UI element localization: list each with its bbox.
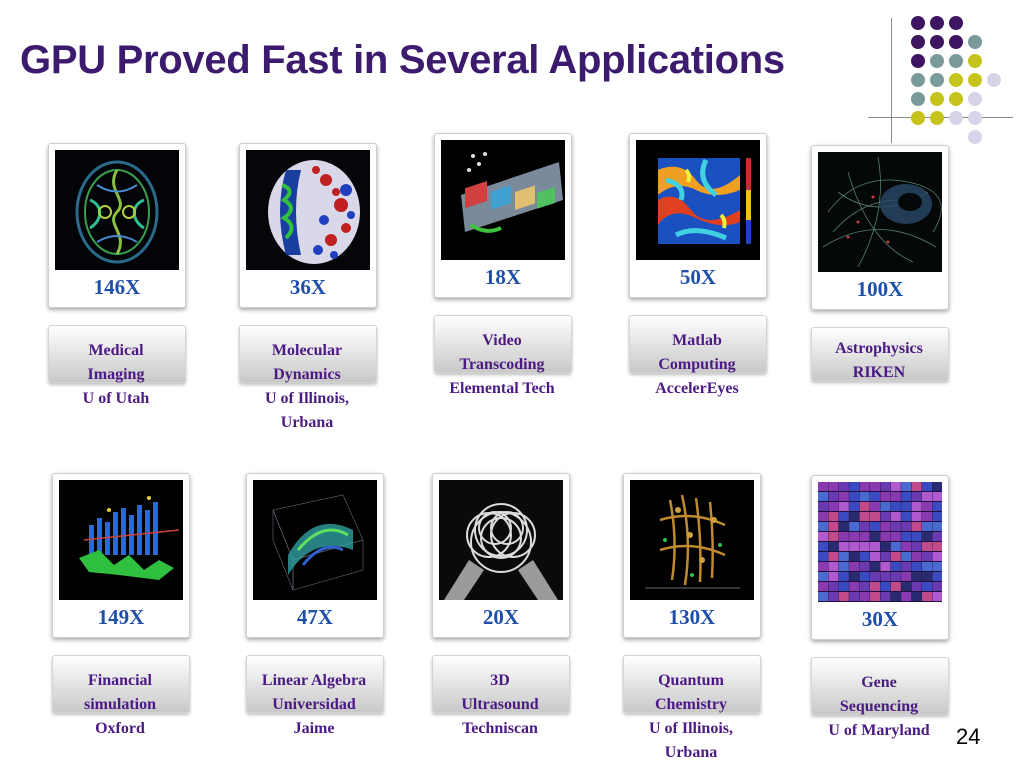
linear-algebra-surface-image [253,480,377,600]
decor-dot [968,92,982,106]
speedup-value: 50X [679,265,717,289]
decor-dot [949,54,963,68]
decor-dot [968,111,982,125]
decor-dot [911,92,925,106]
label-box [811,657,949,715]
page-number: 24 [956,724,981,749]
decor-dot [987,73,1001,87]
application-label: Molecular Dynamics U of Illinois, Urbana [264,342,349,431]
label-box [623,655,761,713]
label-box [434,315,572,373]
decor-dot [968,73,982,87]
decor-dot [911,73,925,87]
decor-dot [949,92,963,106]
application-label: 3D Ultrasound Techniscan [461,672,539,737]
decor-vertical-line [891,18,892,143]
speedup-value: 149X [97,605,145,629]
speedup-value: 30X [861,607,899,631]
decor-dot [911,111,925,125]
speedup-value: 100X [856,277,904,301]
label-box [239,325,377,383]
gene-sequencing-image [818,482,942,602]
speedup-value: 130X [668,605,716,629]
label-box [811,327,949,381]
application-label: Gene Sequencing U of Maryland [828,674,930,739]
speedup-value: 20X [482,605,520,629]
decor-dot [949,73,963,87]
decor-dot [968,35,982,49]
image-frame: 36X [239,143,377,308]
application-label: Astrophysics RIKEN [835,340,923,381]
ultrasound-rings-image [439,480,563,600]
financial-chart-image [59,480,183,600]
image-frame: 30X [811,475,949,640]
protein-molecule-image [246,150,370,270]
decor-dot [930,35,944,49]
speedup-value: 36X [289,275,327,299]
video-frames-image [441,140,565,260]
image-frame: 149X [52,473,190,638]
brain-scan-image [55,150,179,270]
decor-dot [911,35,925,49]
decor-horizontal-line [868,117,1013,118]
matlab-heatmap-image [636,140,760,260]
image-frame: 20X [432,473,570,638]
speedup-value: 47X [296,605,334,629]
galaxy-simulation-image [818,152,942,272]
image-frame: 146X [48,143,186,308]
image-frame: 130X [623,473,761,638]
decor-dot [911,54,925,68]
decor-dot [949,16,963,30]
decor-dot [930,111,944,125]
application-label: Medical Imaging U of Utah [82,342,150,407]
decor-dot [968,54,982,68]
label-box [432,655,570,713]
decor-dot [930,92,944,106]
application-label: Linear Algebra Universidad Jaime [261,672,367,737]
label-box [629,315,767,373]
decor-dot [930,73,944,87]
slide-title: GPU Proved Fast in Several Applications [20,38,785,82]
label-box [52,655,190,713]
decor-dot [968,130,982,144]
decor-dot [949,35,963,49]
speedup-value: 146X [93,275,141,299]
label-box [246,655,384,713]
image-frame: 47X [246,473,384,638]
decor-dot [930,54,944,68]
decor-dot [930,16,944,30]
application-label: Financial simulation Oxford [83,672,156,737]
decor-dot [911,16,925,30]
quantum-chemistry-image [630,480,754,600]
application-label: Matlab Computing AccelerEyes [655,332,739,397]
decor-dot [949,111,963,125]
image-frame: 100X [811,145,949,310]
label-box [48,325,186,383]
application-label: Quantum Chemistry U of Illinois, Urbana [648,672,733,761]
image-frame: 18X [434,133,572,298]
application-label: Video Transcoding Elemental Tech [449,332,555,397]
image-frame: 50X [629,133,767,298]
speedup-value: 18X [484,265,522,289]
